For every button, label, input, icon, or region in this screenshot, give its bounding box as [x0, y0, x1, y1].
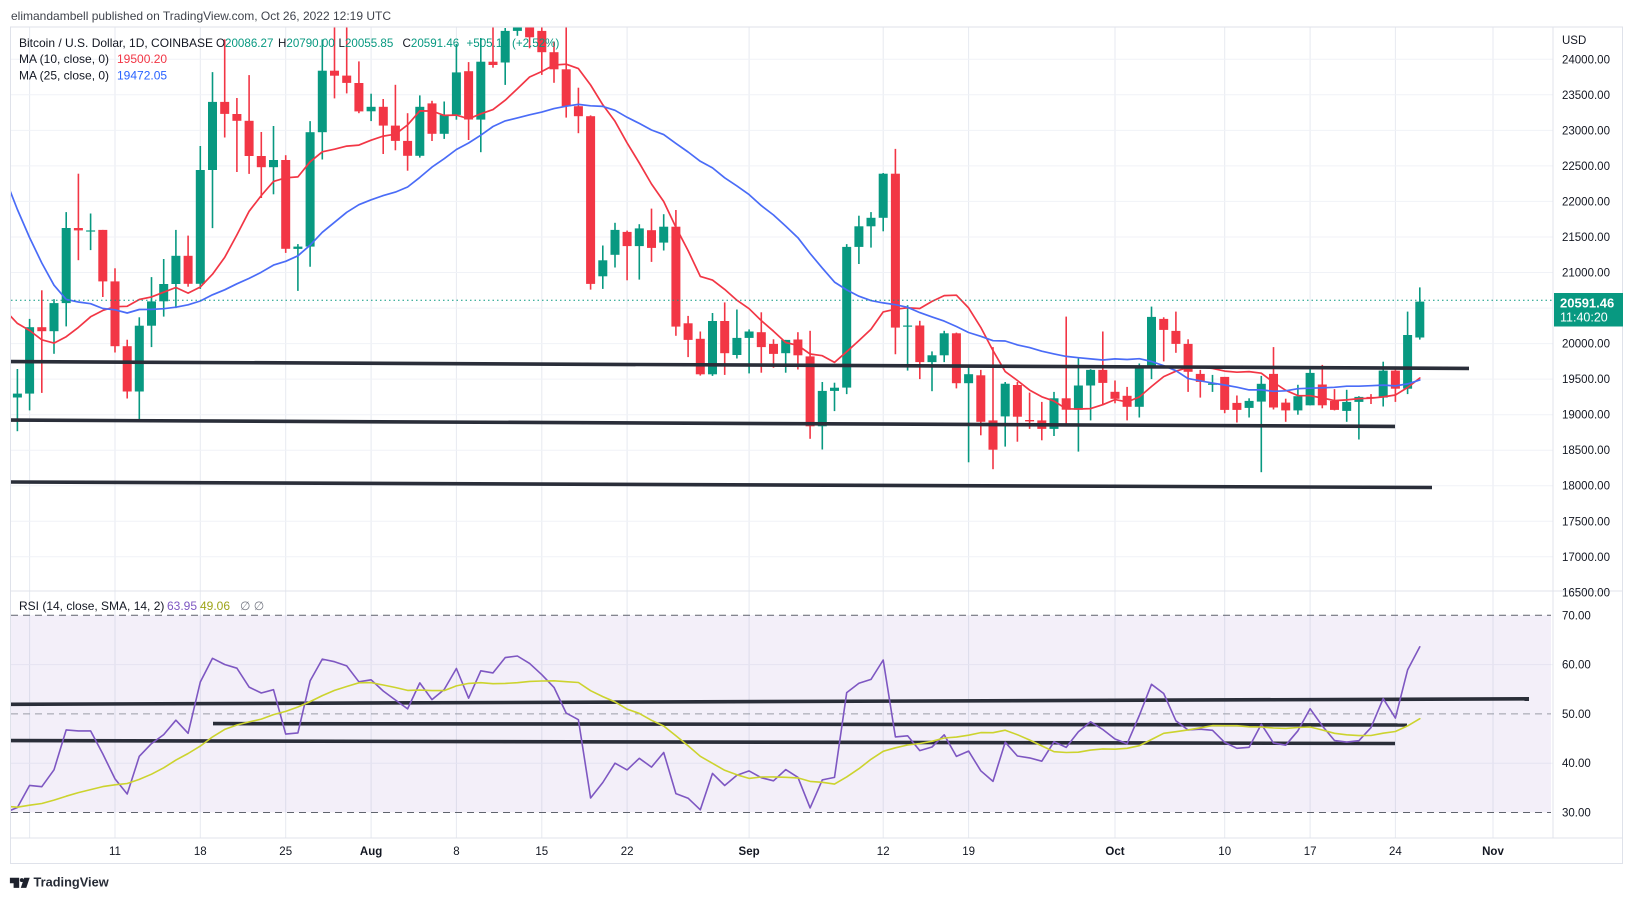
svg-text:19472.05: 19472.05	[117, 69, 167, 83]
svg-text:50.00: 50.00	[1562, 709, 1591, 721]
svg-text:23000.00: 23000.00	[1562, 125, 1610, 137]
svg-text:16500.00: 16500.00	[1562, 587, 1610, 599]
svg-text:USD: USD	[1562, 35, 1586, 47]
svg-text:24000.00: 24000.00	[1562, 54, 1610, 66]
svg-text:18500.00: 18500.00	[1562, 445, 1610, 457]
svg-text:20000.00: 20000.00	[1562, 339, 1610, 351]
svg-text:Aug: Aug	[360, 846, 382, 858]
svg-text:24: 24	[1389, 846, 1402, 858]
svg-text:22000.00: 22000.00	[1562, 196, 1610, 208]
svg-text:19: 19	[962, 846, 975, 858]
svg-text:MA (10, close, 0): MA (10, close, 0)	[19, 52, 109, 66]
svg-text:11:40:20: 11:40:20	[1560, 311, 1608, 325]
svg-text:12: 12	[877, 846, 890, 858]
svg-text:22500.00: 22500.00	[1562, 161, 1610, 173]
svg-text:11: 11	[109, 846, 121, 858]
svg-text:TradingView: TradingView	[34, 875, 109, 890]
svg-text:49.06: 49.06	[200, 599, 230, 613]
svg-text:60.00: 60.00	[1562, 660, 1591, 672]
svg-text:20591.46: 20591.46	[1560, 296, 1614, 311]
svg-text:17000.00: 17000.00	[1562, 552, 1610, 564]
svg-text:70.00: 70.00	[1562, 610, 1591, 622]
svg-text:17: 17	[1304, 846, 1317, 858]
svg-text:19500.00: 19500.00	[1562, 374, 1610, 386]
svg-text:19000.00: 19000.00	[1562, 410, 1610, 422]
svg-text:63.95: 63.95	[167, 599, 197, 613]
svg-text:Sep: Sep	[739, 846, 760, 858]
svg-text:30.00: 30.00	[1562, 808, 1591, 820]
svg-text:17500.00: 17500.00	[1562, 516, 1610, 528]
svg-text:MA (25, close, 0): MA (25, close, 0)	[19, 69, 109, 83]
svg-text:19500.20: 19500.20	[117, 52, 167, 66]
svg-text:∅ ∅: ∅ ∅	[240, 599, 264, 613]
svg-text:23500.00: 23500.00	[1562, 90, 1610, 102]
svg-text:21500.00: 21500.00	[1562, 232, 1610, 244]
svg-text:40.00: 40.00	[1562, 758, 1591, 770]
svg-text:Oct: Oct	[1105, 846, 1124, 858]
svg-text:22: 22	[621, 846, 634, 858]
svg-text:25: 25	[279, 846, 292, 858]
svg-text:8: 8	[453, 846, 459, 858]
svg-text:18: 18	[194, 846, 207, 858]
svg-text:18000.00: 18000.00	[1562, 481, 1610, 493]
svg-text:RSI (14, close, SMA, 14, 2): RSI (14, close, SMA, 14, 2)	[19, 599, 164, 613]
svg-text:Bitcoin / U.S. Dollar, 1D, COI: Bitcoin / U.S. Dollar, 1D, COINBASE	[19, 36, 213, 50]
svg-text:21000.00: 21000.00	[1562, 268, 1610, 280]
svg-text:elimandambell published on Tra: elimandambell published on TradingView.c…	[11, 9, 391, 23]
svg-text:Nov: Nov	[1482, 846, 1504, 858]
svg-text:15: 15	[535, 846, 548, 858]
svg-text:10: 10	[1218, 846, 1231, 858]
